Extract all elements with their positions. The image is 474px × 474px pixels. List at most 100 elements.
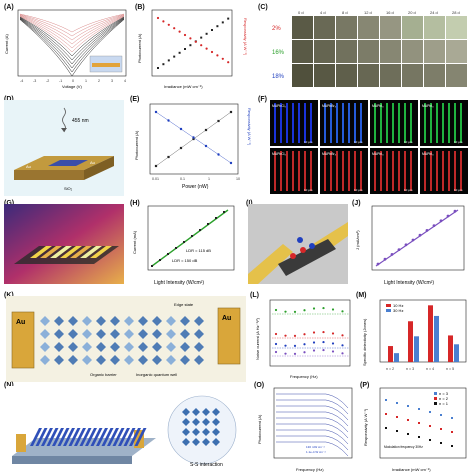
- panel-label-k: (K): [4, 292, 14, 299]
- x-tick-label: -4: [20, 79, 23, 83]
- noise-point: [341, 334, 344, 337]
- blade: [85, 428, 97, 446]
- data-point: [175, 247, 177, 249]
- octahedron: [194, 342, 204, 352]
- scale-bar-label: 10 μm: [404, 188, 413, 192]
- scale-bar-label: 10 μm: [304, 188, 313, 192]
- nanowire: [80, 246, 102, 258]
- nanowire: [90, 246, 112, 258]
- octahedron: [212, 418, 220, 426]
- tile-label: MAPbI₃: [422, 104, 434, 108]
- microwire: [342, 151, 344, 191]
- data-point: [167, 253, 169, 255]
- octahedron: [124, 316, 134, 326]
- microwire: [392, 103, 394, 143]
- microwire: [374, 151, 376, 191]
- tile-label: MAPbBr₃: [322, 152, 337, 156]
- blade: [63, 428, 75, 446]
- row-label: 2%: [272, 26, 281, 32]
- photocurrent-point: [211, 29, 213, 31]
- blade: [123, 428, 136, 446]
- microwire: [410, 103, 412, 143]
- x-tick-label: 1: [208, 177, 210, 181]
- microwire: [442, 103, 444, 143]
- octahedron: [68, 316, 78, 326]
- panel-m-bar-chart: Specific detectivity (Jones) 10 Hz 30 Hz…: [362, 299, 467, 371]
- row-label: 18%: [272, 74, 285, 80]
- responsivity-point: [440, 414, 442, 416]
- microwire: [348, 103, 350, 143]
- responsivity-point: [385, 413, 387, 415]
- octahedron: [96, 316, 106, 326]
- noise-point: [293, 310, 297, 313]
- photocurrent-curve: [276, 399, 349, 415]
- data-point: [425, 229, 429, 232]
- octahedron: [152, 316, 162, 326]
- tile-label: MAPbI₃: [372, 104, 384, 108]
- microwire: [298, 103, 300, 143]
- iv-curve: [19, 15, 125, 49]
- panel-j-xlabel: Light Intensity (W/cm²): [384, 280, 434, 286]
- microwire: [380, 103, 382, 143]
- responsivity-point: [216, 54, 219, 57]
- data-point: [418, 233, 422, 237]
- microwire: [274, 151, 276, 191]
- nanowire: [70, 246, 92, 258]
- responsivity-point: [183, 33, 187, 37]
- octahedron: [212, 428, 220, 436]
- octahedron: [124, 355, 134, 365]
- responsivity-point: [440, 442, 442, 444]
- responsivity-point: [396, 402, 398, 404]
- stability-image: [292, 64, 313, 87]
- microwire: [442, 151, 444, 191]
- panel-d-channel: [48, 160, 88, 166]
- panel-e-scatter: Photocurrent (A) Responsivity (A W⁻¹) 0.…: [134, 103, 252, 190]
- responsivity-point: [429, 425, 431, 427]
- panel-label-e: (E): [130, 96, 140, 103]
- responsivity-point: [451, 431, 453, 433]
- column-label: 20 d: [408, 10, 416, 15]
- legend-n2: n = 2: [439, 396, 449, 401]
- octahedron: [192, 418, 200, 426]
- microwire: [374, 103, 376, 143]
- blade: [101, 428, 114, 446]
- column-label: 12 d: [364, 10, 372, 15]
- octahedron: [82, 316, 92, 326]
- panel-o-ylabel: Photocurrent (A): [257, 414, 262, 444]
- category-label: n = 4: [426, 367, 434, 371]
- photocurrent-point: [178, 51, 181, 54]
- photocurrent-curve: [276, 393, 349, 409]
- iv-curve: [19, 18, 125, 73]
- stability-image: [424, 40, 445, 63]
- panel-label-a: (A): [4, 4, 14, 11]
- panel-b-ylabel-right: Responsivity (A W⁻¹): [243, 18, 248, 56]
- responsivity-point: [385, 427, 387, 429]
- panel-d-au-left: Au: [26, 164, 31, 169]
- blade: [41, 428, 53, 446]
- stability-image: [358, 64, 379, 87]
- octahedron: [138, 342, 148, 352]
- panel-k-inorganic: Inorganic quantum well: [136, 372, 177, 377]
- photocurrent-point: [205, 32, 208, 35]
- microwire: [304, 103, 306, 143]
- stability-image: [292, 40, 313, 63]
- arrow-down-icon: [61, 128, 67, 132]
- panel-label-f: (F): [258, 96, 267, 103]
- bar: [408, 321, 413, 362]
- octahedron: [180, 355, 190, 365]
- data-point: [183, 241, 185, 243]
- blade: [74, 428, 86, 446]
- panel-g-render: [4, 204, 124, 284]
- microwire: [292, 103, 294, 143]
- panel-k-edge: Edge state: [174, 302, 194, 307]
- tile-label: MAPbCl₃: [272, 152, 286, 156]
- blade: [107, 428, 119, 446]
- panel-o-xlabel: Frequency (Hz): [296, 467, 324, 472]
- scale-bar-label: 10 μm: [354, 188, 363, 192]
- responsivity-point: [429, 411, 431, 413]
- noise-point: [303, 351, 306, 354]
- octahedron: [54, 329, 64, 339]
- octahedron: [110, 342, 120, 352]
- noise-point: [312, 349, 316, 352]
